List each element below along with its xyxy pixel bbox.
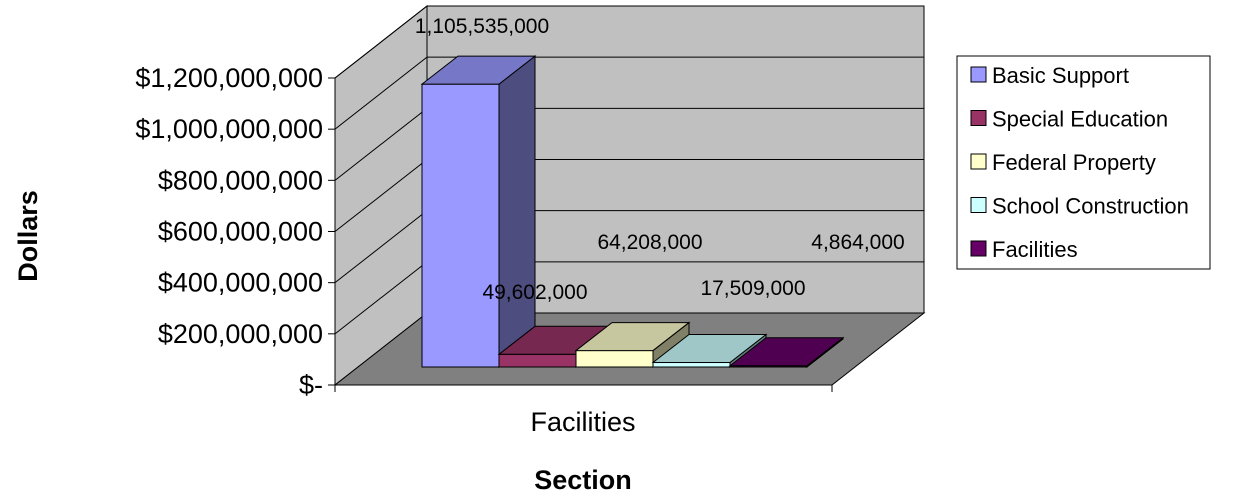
data-label-federal-property: 64,208,000	[597, 231, 702, 254]
data-label-school-construction: 17,509,000	[700, 277, 805, 300]
legend-swatch-basic-support	[970, 66, 987, 83]
legend-swatch-school-construction	[970, 197, 987, 213]
legend-swatch-facilities	[970, 240, 987, 257]
y-tick-label: $400,000,000	[158, 268, 323, 298]
legend-label-school-construction: School Construction	[992, 194, 1189, 219]
legend-box	[956, 55, 1211, 270]
bar-side-basic-support	[498, 55, 536, 369]
data-label-basic-support: 1,105,535,000	[415, 15, 549, 38]
y-tick-label: $1,000,000,000	[135, 114, 323, 144]
bar-top-federal-property	[574, 322, 691, 352]
y-tick-label: $1,200,000,000	[135, 63, 323, 93]
legend-label-federal-property: Federal Property	[992, 150, 1156, 175]
y-tick-label: $600,000,000	[158, 217, 323, 247]
y-tick-label: $200,000,000	[158, 319, 323, 349]
bar-basic-support	[421, 83, 500, 368]
bar-school-construction	[652, 362, 731, 368]
y-tick-label: $800,000,000	[158, 165, 323, 195]
bar-special-education	[498, 353, 577, 368]
y-tick-label: $-	[299, 370, 323, 400]
y-axis-ticks: $- $200,000,000 $400,000,000 $600,000,000 $8…	[135, 63, 833, 400]
gridline	[334, 56, 924, 130]
legend: Basic Support Special Education Federal Pr…	[956, 55, 1211, 270]
bar-top-school-construction	[651, 334, 768, 364]
data-label-special-education: 49,602,000	[482, 281, 587, 304]
bar-top-facilities	[728, 337, 845, 367]
bars	[420, 55, 845, 369]
legend-swatch-federal-property	[970, 153, 987, 170]
legend-label-facilities: Facilities	[992, 237, 1078, 262]
legend-label-special-education: Special Education	[992, 107, 1168, 132]
bar-federal-property	[575, 350, 654, 368]
y-axis-title: Dollars	[13, 190, 43, 282]
x-category-label: Facilities	[530, 407, 635, 437]
data-labels: 1,105,535,000 49,602,000 64,208,000 17,509,…	[415, 15, 905, 304]
data-label-facilities: 4,864,000	[811, 231, 904, 254]
x-axis-title: Section	[534, 465, 632, 494]
gridline	[334, 5, 924, 79]
bar-top-basic-support	[420, 55, 537, 85]
legend-label-basic-support: Basic Support	[992, 63, 1129, 88]
legend-swatch-special-education	[970, 110, 987, 126]
